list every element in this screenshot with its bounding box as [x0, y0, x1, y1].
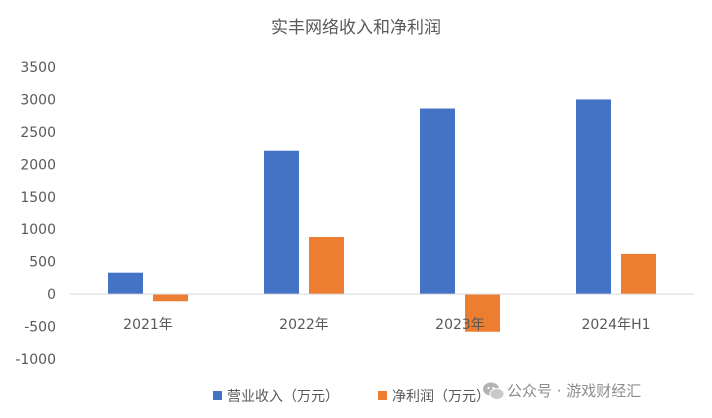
x-category-label: 2022年 [279, 317, 329, 333]
bar-revenue [108, 272, 143, 295]
bars [108, 99, 656, 332]
legend-swatch [378, 391, 387, 400]
y-tick-label: 500 [29, 255, 56, 271]
y-tick-label: 2000 [20, 157, 56, 173]
x-axis-labels: 2021年 2022年 2023年 2024年H1 [123, 317, 650, 333]
y-tick-label: -1000 [15, 352, 56, 368]
bar-net-profit [621, 253, 656, 295]
legend-swatch [213, 391, 222, 400]
x-category-label: 2023年 [435, 317, 485, 333]
x-category-label: 2021年 [123, 317, 173, 333]
y-tick-label: 1500 [20, 190, 56, 206]
bar-revenue [264, 150, 299, 295]
y-tick-label: 2500 [20, 125, 56, 141]
x-category-label: 2024年H1 [581, 317, 650, 333]
watermark-text: 公众号 · 游戏财经汇 [507, 382, 641, 400]
chart-title: 实丰网络收入和净利润 [271, 18, 441, 38]
legend-label: 营业收入（万元） [227, 389, 339, 405]
y-tick-label: 1000 [20, 222, 56, 238]
legend: 营业收入（万元） 净利润（万元） [213, 389, 490, 405]
bar-net-profit [309, 237, 344, 295]
y-tick-label: -500 [24, 320, 56, 336]
y-axis-ticks: 3500 3000 2500 2000 1500 1000 500 0 -500 -1000 [15, 60, 56, 368]
bar-net-profit [153, 294, 188, 302]
legend-label: 净利润（万元） [392, 389, 490, 405]
watermark: 公众号 · 游戏财经汇 [483, 382, 641, 400]
y-tick-label: 3500 [20, 60, 56, 76]
bar-revenue [576, 99, 611, 295]
bar-net-profit [465, 294, 500, 332]
y-tick-label: 0 [47, 287, 56, 303]
wechat-icon [483, 382, 505, 400]
y-tick-label: 3000 [20, 92, 56, 108]
bar-revenue [420, 108, 455, 295]
